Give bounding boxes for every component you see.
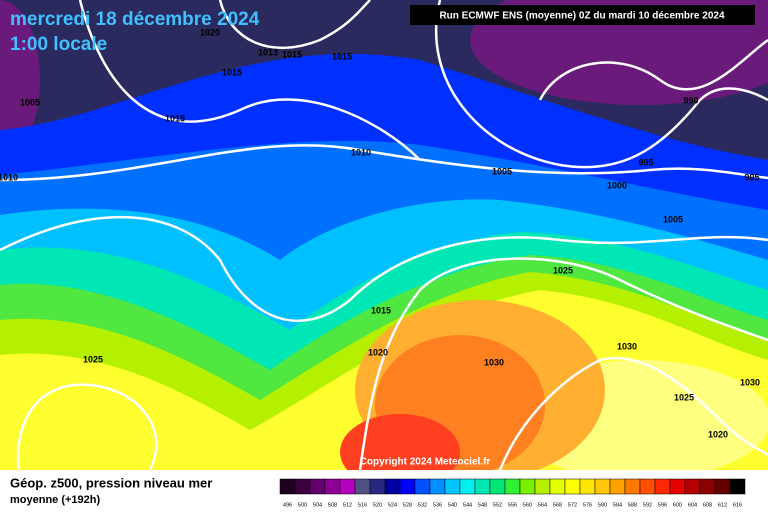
legend-title: Géop. z500, pression niveau mer (10, 475, 212, 490)
run-info: Run ECMWF ENS (moyenne) 0Z du mardi 10 d… (439, 11, 725, 22)
isobar-label: 990 (683, 95, 698, 105)
time: 1:00 locale (10, 34, 107, 55)
scale-label: 504 (313, 502, 322, 508)
scale-label: 536 (433, 502, 442, 508)
scale-swatch (324, 478, 341, 495)
scale-swatch (294, 478, 311, 495)
isobar-label: 1030 (740, 377, 760, 387)
isobar-label: 1025 (674, 392, 694, 402)
scale-swatch (504, 478, 521, 495)
scale-label: 548 (478, 502, 487, 508)
legend-subtitle: moyenne (+192h) (10, 494, 101, 506)
isobar-label: 1010 (0, 172, 18, 182)
scale-swatch (534, 478, 551, 495)
scale-swatch (669, 478, 686, 495)
scale-swatch (609, 478, 626, 495)
isobar-label: 1015 (371, 305, 391, 315)
scale-label: 612 (718, 502, 727, 508)
scale-label: 608 (703, 502, 712, 508)
isobar-label: 1010 (351, 147, 371, 157)
scale-label: 560 (523, 502, 532, 508)
field (0, 0, 768, 490)
scale-label: 564 (538, 502, 547, 508)
scale-label: 568 (553, 502, 562, 508)
scale-swatch (369, 478, 386, 495)
isobar-label: 1015 (165, 113, 185, 123)
scale-label: 556 (508, 502, 517, 508)
scale-swatch (399, 478, 416, 495)
scale-label: 520 (373, 502, 382, 508)
scale-label: 572 (568, 502, 577, 508)
isobar-label: 1025 (553, 265, 573, 275)
scale-swatch (729, 478, 746, 495)
isobar-label: 995 (638, 157, 653, 167)
isobar-label: 1015 (282, 49, 302, 59)
isobar-label: 1015 (222, 67, 242, 77)
scale-swatch (309, 478, 326, 495)
run-box (410, 5, 755, 25)
scale-label: 584 (613, 502, 622, 508)
scale-swatch (624, 478, 641, 495)
isobar-label: 1000 (607, 180, 627, 190)
scale-swatch (459, 478, 476, 495)
scale-swatch (519, 478, 536, 495)
date: mercredi 18 décembre 2024 (10, 9, 260, 30)
isobar-label: 995 (744, 172, 759, 182)
scale-label: 500 (298, 502, 307, 508)
scale-label: 576 (583, 502, 592, 508)
scale-swatch (474, 478, 491, 495)
scale-swatch (549, 478, 566, 495)
isobar-label: 1005 (492, 166, 512, 176)
scale-label: 528 (403, 502, 412, 508)
scale-label: 600 (673, 502, 682, 508)
scale-swatch (654, 478, 671, 495)
scale-label: 580 (598, 502, 607, 508)
scale-label: 524 (388, 502, 397, 508)
isobar-label: 1030 (617, 341, 637, 351)
scale-swatch (564, 478, 581, 495)
scale-swatch (699, 478, 716, 495)
scale-swatch (429, 478, 446, 495)
scale-label: 496 (283, 502, 292, 508)
isobar-label: 1015 (332, 51, 352, 61)
isobar-label: 1020 (200, 27, 220, 37)
scale-swatch (384, 478, 401, 495)
scale-label: 532 (418, 502, 427, 508)
isobar-label: 1005 (663, 214, 683, 224)
scale-label: 588 (628, 502, 637, 508)
scale-label: 604 (688, 502, 697, 508)
isobar-label: 1020 (368, 347, 388, 357)
scale-swatch (414, 478, 431, 495)
scale-swatch (354, 478, 371, 495)
isobar-label: 1013 (258, 47, 278, 57)
scale-swatch (714, 478, 731, 495)
scale-swatch (594, 478, 611, 495)
isobars (0, 0, 768, 471)
copyright: Copyright 2024 Meteociel.fr (360, 457, 491, 468)
scale-label: 508 (328, 502, 337, 508)
isobar-label: 1030 (484, 357, 504, 367)
scale-swatch (444, 478, 461, 495)
scale-swatch (579, 478, 596, 495)
scale-label: 552 (493, 502, 502, 508)
scale-label: 512 (343, 502, 352, 508)
isobar-label: 1020 (708, 429, 728, 439)
isobar-label: 1025 (83, 354, 103, 364)
scale-label: 596 (658, 502, 667, 508)
isobar-label: 1005 (20, 97, 40, 107)
scale-label: 540 (448, 502, 457, 508)
scale-swatch (684, 478, 701, 495)
scale-label: 516 (358, 502, 367, 508)
scale-label: 616 (733, 502, 742, 508)
scale-swatch (279, 478, 296, 495)
scale-label: 592 (643, 502, 652, 508)
scale-swatch (489, 478, 506, 495)
scale-swatch (639, 478, 656, 495)
scale-label: 544 (463, 502, 472, 508)
scale-swatch (339, 478, 356, 495)
